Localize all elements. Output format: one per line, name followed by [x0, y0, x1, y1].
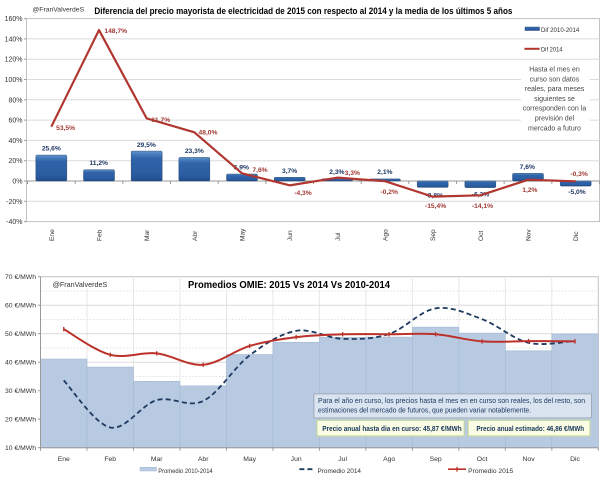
svg-text:corresponden con la: corresponden con la — [523, 106, 587, 113]
svg-text:Nov: Nov — [526, 229, 533, 241]
svg-text:Promedios OMIE: 2015 Vs 2014: Promedios OMIE: 2015 Vs 2014 Vs 2010-201… — [188, 280, 391, 291]
svg-text:160%: 160% — [5, 16, 23, 23]
svg-text:@FranValverdeS: @FranValverdeS — [53, 280, 108, 289]
svg-text:40 €/MWh: 40 €/MWh — [5, 360, 36, 367]
svg-text:reales, para meses: reales, para meses — [525, 86, 585, 93]
svg-text:Abr: Abr — [192, 230, 199, 241]
svg-text:Mar: Mar — [151, 456, 163, 463]
svg-text:Feb: Feb — [104, 456, 116, 463]
svg-text:0%: 0% — [12, 179, 22, 186]
svg-text:Jul: Jul — [338, 456, 347, 463]
svg-text:Nov: Nov — [523, 456, 536, 463]
svg-text:11,2%: 11,2% — [89, 160, 108, 167]
svg-text:80%: 80% — [8, 97, 22, 104]
svg-text:Jun: Jun — [291, 456, 302, 463]
svg-text:100%: 100% — [5, 77, 23, 84]
svg-text:Promedio 2010-2014: Promedio 2010-2014 — [158, 468, 213, 475]
svg-text:Dif 2010-2014: Dif 2010-2014 — [541, 27, 579, 34]
svg-text:10 €/MWh: 10 €/MWh — [5, 445, 36, 452]
svg-text:-5,0%: -5,0% — [568, 189, 586, 196]
svg-text:Diferencia del precio mayorist: Diferencia del precio mayorista de elect… — [94, 6, 512, 16]
svg-text:May: May — [243, 456, 256, 463]
svg-text:40%: 40% — [8, 138, 22, 145]
svg-text:May: May — [240, 228, 247, 241]
svg-text:Hasta el mes en: Hasta el mes en — [529, 67, 580, 74]
svg-text:53,5%: 53,5% — [56, 125, 75, 132]
svg-text:Sep: Sep — [430, 456, 442, 463]
svg-text:50 €/MWh: 50 €/MWh — [5, 331, 36, 338]
svg-text:-0,3%: -0,3% — [570, 171, 588, 178]
svg-text:30 €/MWh: 30 €/MWh — [5, 388, 36, 395]
svg-text:1,2%: 1,2% — [522, 187, 537, 194]
svg-text:2,1%: 2,1% — [377, 169, 392, 176]
svg-text:Promedio 2014: Promedio 2014 — [318, 468, 362, 475]
svg-text:-14,1%: -14,1% — [472, 203, 493, 210]
svg-text:48,0%: 48,0% — [199, 130, 218, 137]
svg-text:20 €/MWh: 20 €/MWh — [5, 417, 36, 424]
svg-text:3,7%: 3,7% — [282, 168, 297, 175]
svg-text:2,3%: 2,3% — [329, 169, 344, 176]
svg-text:Precio anual hasta dia en curs: Precio anual hasta dia en curso: 45,87 €… — [322, 426, 462, 433]
svg-text:Jul: Jul — [335, 232, 342, 241]
svg-text:Ago: Ago — [383, 229, 390, 241]
svg-text:6,9%: 6,9% — [234, 165, 249, 172]
svg-text:siguientes se: siguientes se — [534, 96, 575, 103]
svg-text:Ene: Ene — [49, 229, 56, 241]
svg-text:60 €/MWh: 60 €/MWh — [5, 303, 36, 310]
svg-text:@FranValverdeS: @FranValverdeS — [32, 7, 84, 14]
svg-text:Dic: Dic — [570, 456, 580, 463]
svg-text:Ene: Ene — [58, 456, 70, 463]
svg-text:140%: 140% — [5, 36, 23, 43]
svg-text:Para el año en curso, los prec: Para el año en curso, los precios hasta … — [318, 396, 585, 405]
svg-text:Dic: Dic — [573, 231, 580, 241]
svg-text:7,6%: 7,6% — [252, 167, 267, 174]
svg-text:-4,3%: -4,3% — [294, 190, 312, 197]
svg-text:mercado a futuro: mercado a futuro — [528, 125, 581, 132]
svg-text:Oct: Oct — [478, 231, 485, 241]
svg-text:Sep: Sep — [430, 229, 437, 241]
svg-text:120%: 120% — [5, 57, 23, 64]
svg-text:Feb: Feb — [97, 229, 104, 241]
svg-text:previsión del: previsión del — [535, 116, 575, 123]
svg-text:-15,4%: -15,4% — [425, 203, 446, 210]
svg-text:Dif 2014: Dif 2014 — [541, 47, 563, 54]
svg-text:Jun: Jun — [287, 230, 294, 241]
svg-text:Mar: Mar — [144, 229, 151, 241]
svg-text:25,6%: 25,6% — [42, 146, 61, 153]
svg-text:60%: 60% — [8, 118, 22, 125]
svg-text:3,3%: 3,3% — [345, 170, 360, 177]
svg-text:estimaciones del mercado de fu: estimaciones del mercado de futuros, que… — [318, 406, 531, 415]
svg-text:-20%: -20% — [6, 199, 22, 206]
svg-text:Abr: Abr — [198, 456, 209, 463]
svg-text:-0,2%: -0,2% — [380, 189, 398, 196]
svg-text:Ago: Ago — [383, 456, 395, 463]
svg-text:Oct: Oct — [477, 456, 488, 463]
svg-text:Precio anual estimado: 46,86 €: Precio anual estimado: 46,86 €/MWh — [476, 426, 584, 433]
svg-text:20%: 20% — [8, 158, 22, 165]
svg-text:curso son datos: curso son datos — [530, 76, 580, 83]
svg-text:7,6%: 7,6% — [520, 164, 535, 171]
svg-text:61,7%: 61,7% — [151, 117, 170, 124]
svg-text:Promedio 2015: Promedio 2015 — [468, 468, 513, 475]
svg-text:-40%: -40% — [6, 219, 22, 226]
svg-text:70 €/MWh: 70 €/MWh — [5, 274, 36, 281]
svg-text:148,7%: 148,7% — [104, 28, 127, 35]
svg-text:29,5%: 29,5% — [137, 142, 156, 149]
svg-text:23,3%: 23,3% — [185, 148, 204, 155]
